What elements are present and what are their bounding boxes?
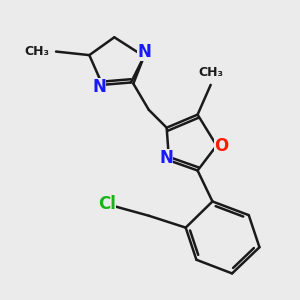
Text: N: N bbox=[159, 149, 173, 167]
Text: N: N bbox=[92, 78, 106, 96]
Text: CH₃: CH₃ bbox=[198, 66, 223, 79]
Text: Cl: Cl bbox=[98, 195, 116, 213]
Text: N: N bbox=[137, 43, 151, 61]
Text: O: O bbox=[214, 136, 229, 154]
Text: CH₃: CH₃ bbox=[24, 45, 49, 58]
